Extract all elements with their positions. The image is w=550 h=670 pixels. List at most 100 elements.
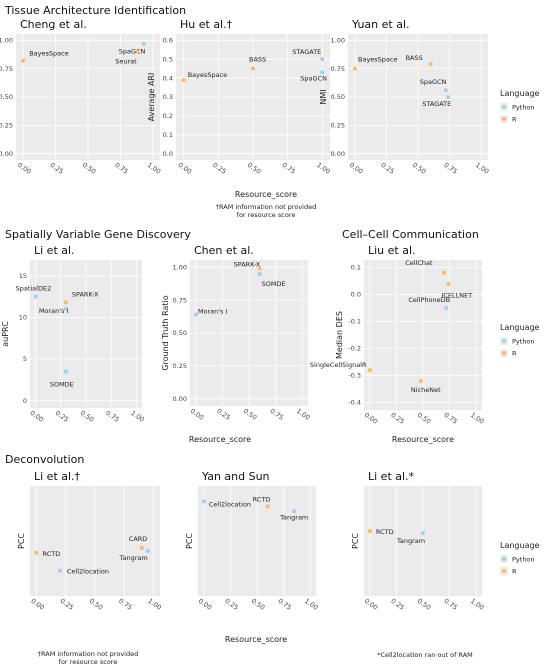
x-tick-label: 0.50 [79,409,95,424]
data-point [257,271,262,276]
y-tick-label: 0.75 [331,65,345,73]
legend-swatch [502,557,506,561]
point-label: CARD [129,535,148,543]
x-tick-label: 0.00 [348,161,364,176]
x-tick-label: 0.25 [211,161,227,176]
data-point [251,66,255,71]
panel-3: 0.00 0.25 0.50 0.75 1.00 0 5 10 15 Li et al. auPRC… [1,244,146,424]
data-point [257,266,262,271]
x-tick-label: 0.50 [246,161,262,176]
data-point [21,58,26,63]
point-label: STAGATE [422,100,451,108]
point-label: Cell2location [209,500,251,508]
panel-4: 0.00 0.25 0.50 0.75 1.00 0.00 0.25 0.50 0.75 1.00… [161,244,311,422]
footnote-row1-text: †RAM information not provided [216,203,316,211]
x-tick-label: 1.00 [295,407,311,422]
point-label: CellPhoneDB [408,296,450,304]
data-point [141,41,146,46]
y-axis-label: NMI [319,89,328,104]
x-tick-label: 0.75 [442,597,458,612]
point-label: CellChat [405,259,433,267]
x-tick-label: 0.00 [363,597,379,612]
y-tick-label: -0.1 [348,318,361,326]
y-tick-label: 15 [19,272,27,280]
y-tick-label: 0.00 [0,150,13,158]
x-tick-label: 0.50 [416,411,432,426]
y-tick-label: 0.2 [163,112,173,120]
point-label: BayesSpace [188,71,227,79]
xlabel-row1: Resource_score [235,190,297,199]
point-label: RCTD [253,495,271,503]
footnote-row3: †RAM information not provided for resourc… [38,650,138,666]
legend-item-label: Python [512,338,535,346]
footnote-row3-text-line-1: for resource score [59,658,118,666]
data-point [292,509,297,514]
y-tick-label: 0.0 [351,291,361,299]
y-tick-label: -0.2 [348,345,361,353]
data-point [421,531,425,536]
panel-8: 0.00 0.25 0.50 0.75 1.00 Li et al.* PCC RCTDTan… [351,470,485,612]
data-point [139,545,144,550]
point-label: SpaGCN [300,74,327,82]
y-tick-label: 0.50 [173,329,187,337]
panel-title: Liu et al. [368,244,416,257]
y-tick-label: 0.3 [163,93,173,101]
data-point [201,499,206,504]
panel-title: Li et al. [34,244,75,257]
panel-0: 0.00 0.25 0.50 0.75 1.00 0.00 0.25 0.50 0.75 1.00… [0,18,162,176]
panel-title: Yuan et al. [351,18,410,31]
point-label: SpaGCN [119,48,146,56]
point-label: SingleCellSignalR [310,361,367,369]
y-tick-label: 0.50 [0,93,13,101]
y-axis-label: auPRC [1,321,10,347]
data-point [443,88,448,93]
point-label: Cell2location [67,568,109,576]
y-tick-label: 0.00 [173,395,187,403]
legend-swatch [502,339,506,343]
panel-2: 0.00 0.25 0.50 0.75 1.00 0.00 0.25 0.50 0.75 1.00… [319,18,490,176]
x-tick-label: 1.00 [129,409,145,424]
xlabel-ccc: Resource_score [392,435,454,444]
section-title-ccc: Cell–Cell Communication [342,228,479,241]
legend-swatch [502,569,506,573]
x-tick-label: 0.00 [177,161,193,176]
x-tick-label: 0.00 [197,597,213,612]
data-point [320,70,325,75]
x-tick-label: 0.25 [215,407,231,422]
footnote-row3-text: †RAM information not provided [38,650,138,658]
x-tick-label: 0.75 [281,161,297,176]
y-axis-label: Median DES [335,311,344,359]
point-label: Tangram [279,513,308,521]
point-label: Seurat [115,58,137,66]
x-tick-label: 1.00 [469,411,485,426]
legend-1: Language Python R [500,323,540,358]
y-tick-label: -0.3 [348,372,361,380]
panel-title: Chen et al. [194,244,254,257]
x-tick-label: 0.50 [416,597,432,612]
point-label: SpaGCN [420,78,447,86]
x-tick-label: 1.00 [146,161,162,176]
x-tick-label: 0.25 [59,597,75,612]
legend-title: Language [500,89,540,98]
point-label: ICELLNET [441,292,472,300]
point-label: STAGATE [292,48,321,56]
point-label: Moran's I [198,308,228,316]
panel-title: Cheng et al. [20,18,87,31]
data-point [353,66,357,71]
x-tick-label: 1.00 [474,161,490,176]
x-tick-label: 0.00 [16,161,32,176]
panel-title: Li et al.† [34,470,81,483]
y-tick-label: -0.4 [348,399,361,407]
point-label: BayesSpace [29,50,68,58]
y-tick-label: 0.1 [163,131,173,139]
legend-item-label: R [512,350,517,358]
point-label: BASS [406,54,423,62]
legend-item-label: Python [512,556,535,564]
data-point [63,300,68,305]
data-point [444,306,449,310]
data-point [135,49,140,54]
y-tick-label: 0.75 [0,65,13,73]
legend-swatch [502,117,506,121]
y-tick-label: 5 [23,355,27,363]
